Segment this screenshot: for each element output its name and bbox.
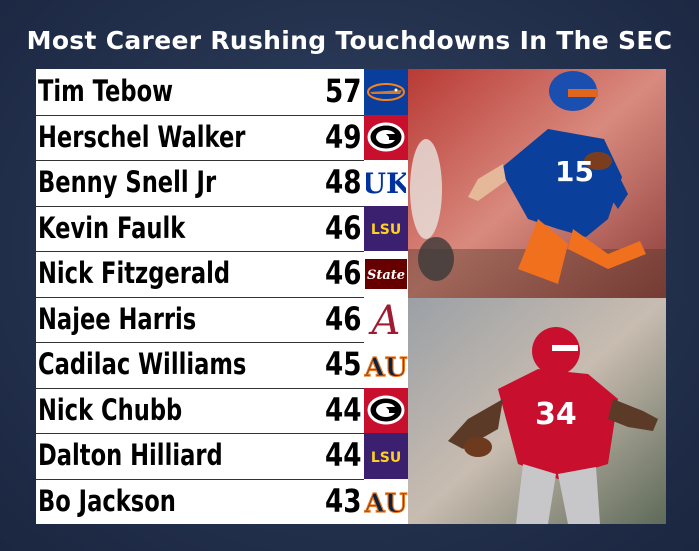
svg-text:A: A <box>368 298 401 340</box>
rankings-table: Tim Tebow 57 Herschel Walker 49 Benny Snell … <box>36 69 408 524</box>
table-row: Kevin Faulk 46 LSU <box>36 205 408 252</box>
lsu-logo: LSU <box>364 205 408 251</box>
touchdown-count: 48 <box>325 163 362 201</box>
player-name: Benny Snell Jr <box>38 165 217 199</box>
florida-gators-logo <box>364 69 408 115</box>
table-row: Benny Snell Jr 48 UK <box>36 160 408 207</box>
kentucky-uk-logo: UK <box>364 160 408 206</box>
table-row: Dalton Hilliard 44 LSU <box>36 433 408 480</box>
table-row: Cadilac Williams 45 AU <box>36 342 408 389</box>
chart-title: Most Career Rushing Touchdowns In The SE… <box>26 26 673 55</box>
player-name: Herschel Walker <box>38 119 246 154</box>
player-photos: 15 34 <box>408 69 666 524</box>
touchdown-count: 49 <box>325 117 362 156</box>
touchdown-count: 46 <box>325 299 362 338</box>
georgia-g-logo <box>364 114 408 160</box>
auburn-au-logo: AU <box>364 478 408 524</box>
player-name: Kevin Faulk <box>38 210 186 245</box>
mississippi-state-logo: State <box>364 251 408 297</box>
touchdown-count: 46 <box>325 254 362 292</box>
player-name: Nick Fitzgerald <box>38 256 231 290</box>
svg-text:AU: AU <box>364 353 408 382</box>
table-row: Tim Tebow 57 <box>36 69 408 116</box>
player-name: Dalton Hilliard <box>38 438 223 472</box>
lsu-logo-text: LSU <box>371 450 401 466</box>
walker-photo: 34 <box>408 298 666 524</box>
jersey-number-34: 34 <box>535 397 577 432</box>
player-name: Nick Chubb <box>38 392 183 427</box>
georgia-g-logo <box>364 387 408 433</box>
table-row: Bo Jackson 43 AU <box>36 478 408 524</box>
player-name: Cadilac Williams <box>38 347 247 381</box>
player-name: Bo Jackson <box>38 483 176 518</box>
touchdown-count: 44 <box>325 436 362 474</box>
player-name: Tim Tebow <box>38 74 174 108</box>
jersey-number-15: 15 <box>555 155 594 188</box>
touchdown-count: 45 <box>325 345 362 383</box>
touchdown-count: 57 <box>325 72 362 110</box>
svg-text:AU: AU <box>364 489 408 518</box>
tebow-photo: 15 <box>408 69 666 298</box>
table-row: Najee Harris 46 A <box>36 296 408 343</box>
touchdown-count: 44 <box>325 390 362 429</box>
table-row: Nick Fitzgerald 46 State <box>36 251 408 298</box>
touchdown-count: 43 <box>325 481 362 520</box>
player-name: Najee Harris <box>38 301 197 336</box>
lsu-logo: LSU <box>364 433 408 479</box>
table-row: Herschel Walker 49 <box>36 114 408 161</box>
alabama-a-logo: A <box>364 296 408 342</box>
msstate-logo-text: State <box>367 268 405 283</box>
touchdown-count: 46 <box>325 208 362 247</box>
table-row: Nick Chubb 44 <box>36 387 408 434</box>
lsu-logo-text: LSU <box>371 222 401 238</box>
auburn-au-logo: AU <box>364 342 408 388</box>
svg-text:UK: UK <box>366 167 406 200</box>
